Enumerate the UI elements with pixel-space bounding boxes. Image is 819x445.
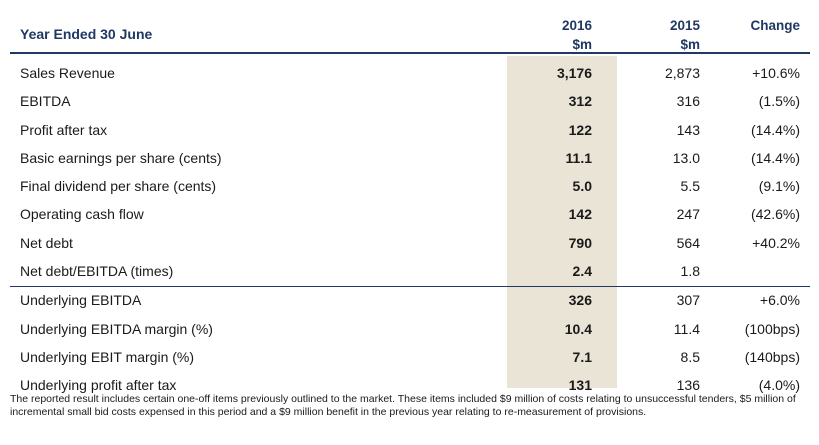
table-row: EBITDA 312 316 (1.5%) bbox=[10, 88, 810, 116]
row-label: Net debt bbox=[20, 234, 73, 251]
value-2016: 122 bbox=[568, 121, 592, 138]
value-change: +6.0% bbox=[759, 292, 800, 309]
value-2016: 11.1 bbox=[565, 149, 592, 166]
header-change-label: Change bbox=[750, 18, 800, 33]
table-row: Operating cash flow 142 247 (42.6%) bbox=[10, 201, 810, 229]
value-2016: 790 bbox=[568, 234, 592, 251]
header-col-2016: 2016 $m bbox=[562, 16, 592, 54]
table-row: Basic earnings per share (cents) 11.1 13.0… bbox=[10, 145, 810, 173]
row-label: Basic earnings per share (cents) bbox=[20, 149, 222, 166]
value-2015: 564 bbox=[676, 234, 700, 251]
table-row: Sales Revenue 3,176 2,873 +10.6% bbox=[10, 60, 810, 88]
value-2016: 131 bbox=[568, 377, 592, 394]
table-row: Final dividend per share (cents) 5.0 5.5 (9… bbox=[10, 173, 810, 201]
header-2016-year: 2016 bbox=[561, 18, 592, 33]
header-2016-unit: $m bbox=[572, 37, 592, 52]
value-2015: 11.4 bbox=[673, 320, 700, 337]
value-2016: 2.4 bbox=[572, 263, 592, 280]
value-2015: 307 bbox=[676, 292, 700, 309]
header-2015-year: 2015 bbox=[669, 18, 700, 33]
row-label: Net debt/EBITDA (times) bbox=[20, 263, 174, 280]
value-change: (1.5%) bbox=[758, 93, 800, 110]
header-col-2015: 2015 $m bbox=[670, 16, 700, 54]
column-2016-shade bbox=[507, 56, 617, 388]
row-label: EBITDA bbox=[20, 93, 71, 110]
row-label: Operating cash flow bbox=[20, 206, 144, 223]
table-body: Sales Revenue 3,176 2,873 +10.6% EBITDA 312 31… bbox=[10, 60, 810, 401]
value-2016: 5.0 bbox=[572, 178, 592, 195]
value-2015: 13.0 bbox=[672, 149, 700, 166]
header-col-change: Change bbox=[750, 16, 800, 35]
table-row: Underlying profit after tax 131 136 (4.0%) bbox=[10, 372, 810, 400]
table-row: Underlying EBIT margin (%) 7.1 8.5 (140bps) bbox=[10, 344, 810, 372]
value-2015: 8.5 bbox=[680, 348, 700, 365]
value-change: (14.4%) bbox=[750, 121, 800, 138]
table-row: Net debt/EBITDA (times) 2.4 1.8 bbox=[10, 258, 810, 286]
value-2015: 5.5 bbox=[680, 178, 700, 195]
row-label: Sales Revenue bbox=[20, 65, 115, 81]
header-title: Year Ended 30 June bbox=[20, 26, 153, 42]
value-2016: 312 bbox=[568, 93, 592, 110]
table-row: Net debt 790 564 +40.2% bbox=[10, 230, 810, 258]
value-change: (4.0%) bbox=[758, 377, 800, 394]
results-table: Year Ended 30 June 2016 $m 2015 $m Chang… bbox=[10, 10, 810, 401]
value-change: (42.6%) bbox=[750, 206, 800, 223]
row-label: Underlying EBITDA bbox=[20, 292, 142, 309]
value-change: (14.4%) bbox=[750, 149, 800, 166]
value-change: +40.2% bbox=[752, 234, 800, 251]
value-2015: 316 bbox=[676, 93, 700, 110]
value-2016: 10.4 bbox=[564, 320, 592, 337]
table-row: Underlying EBITDA margin (%) 10.4 11.4 (100… bbox=[10, 316, 810, 344]
value-2015: 2,873 bbox=[664, 65, 700, 81]
value-change: (140bps) bbox=[744, 348, 800, 365]
table-row: Underlying EBITDA 326 307 +6.0% bbox=[10, 287, 810, 315]
row-label: Underlying EBITDA margin (%) bbox=[20, 320, 213, 337]
section-divider bbox=[10, 286, 810, 288]
row-label: Final dividend per share (cents) bbox=[20, 178, 217, 195]
value-2015: 247 bbox=[676, 206, 700, 223]
row-label: Underlying EBIT margin (%) bbox=[20, 348, 195, 365]
value-change: +10.6% bbox=[752, 65, 800, 81]
value-2016: 3,176 bbox=[556, 65, 592, 81]
value-2016: 142 bbox=[568, 206, 592, 223]
row-label: Underlying profit after tax bbox=[20, 377, 177, 394]
table-row: Profit after tax 122 143 (14.4%) bbox=[10, 117, 810, 145]
table-header: Year Ended 30 June 2016 $m 2015 $m Chang… bbox=[10, 10, 810, 54]
value-2016: 7.1 bbox=[572, 348, 592, 365]
value-change: (9.1%) bbox=[758, 178, 800, 195]
footnote: The reported result includes certain one… bbox=[10, 393, 796, 418]
value-change: (100bps) bbox=[744, 320, 800, 337]
row-label: Profit after tax bbox=[20, 121, 108, 138]
value-2016: 326 bbox=[568, 292, 592, 309]
header-2015-unit: $m bbox=[680, 37, 700, 52]
value-2015: 143 bbox=[676, 121, 700, 138]
value-2015: 136 bbox=[676, 377, 700, 394]
value-2015: 1.8 bbox=[680, 263, 700, 280]
